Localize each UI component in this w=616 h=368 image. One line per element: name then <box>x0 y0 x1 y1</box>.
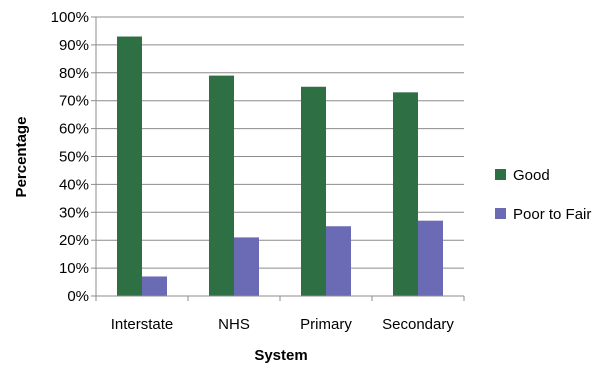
bar-good-interstate <box>117 36 142 296</box>
x-axis-title: System <box>254 347 307 364</box>
y-tick-label: 20% <box>59 232 89 249</box>
y-tick-label: 90% <box>59 37 89 54</box>
legend: Good Poor to Fair <box>495 167 591 223</box>
x-axis <box>95 295 465 301</box>
x-tick-label: Secondary <box>382 316 454 333</box>
x-tick-label: NHS <box>218 316 250 333</box>
legend-label: Good <box>513 167 550 184</box>
y-tick-label: 10% <box>59 260 89 277</box>
y-tick-label: 30% <box>59 204 89 221</box>
x-tick-label: Primary <box>300 316 352 333</box>
bar-poor-to-fair-primary <box>326 226 351 296</box>
bar-poor-to-fair-interstate <box>142 276 167 296</box>
bar-good-nhs <box>209 75 234 296</box>
x-tick-labels: Interstate NHS Primary Secondary <box>111 316 455 333</box>
y-tick-label: 60% <box>59 121 89 138</box>
bar-poor-to-fair-secondary <box>418 220 443 296</box>
y-tick-labels: 0% 10% 20% 30% 40% 50% 60% 70% 80% 90% 100% <box>51 9 89 305</box>
legend-swatch <box>495 169 506 180</box>
y-tick-label: 100% <box>51 9 89 26</box>
bars <box>117 36 443 296</box>
x-tick-label: Interstate <box>111 316 174 333</box>
y-tick-label: 0% <box>67 288 89 305</box>
y-axis-title: Percentage <box>13 117 30 198</box>
legend-swatch <box>495 208 506 219</box>
y-tick-label: 50% <box>59 149 89 166</box>
bar-good-primary <box>301 86 326 296</box>
y-tick-label: 40% <box>59 176 89 193</box>
bar-poor-to-fair-nhs <box>234 237 259 296</box>
y-tick-label: 80% <box>59 65 89 82</box>
bar-good-secondary <box>393 92 418 296</box>
y-tick-label: 70% <box>59 93 89 110</box>
legend-label: Poor to Fair <box>513 206 591 223</box>
